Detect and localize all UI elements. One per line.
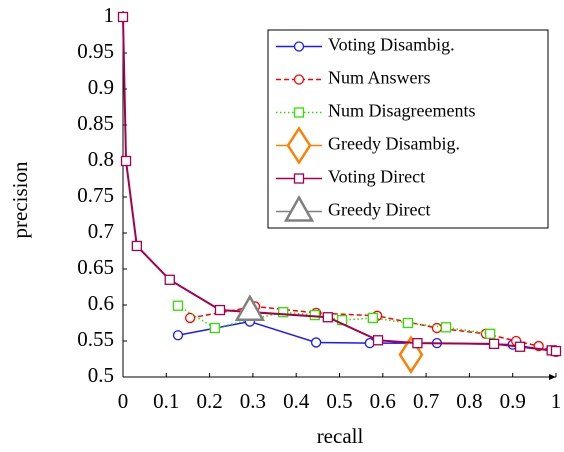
marker [309, 309, 320, 321]
y-tick-label: 0.95 [77, 39, 114, 63]
marker [431, 322, 443, 334]
marker [120, 155, 132, 167]
y-tick-label: 0.9 [88, 75, 114, 99]
marker [172, 330, 184, 341]
y-tick-label: 0.8 [88, 147, 114, 171]
marker [412, 338, 423, 349]
marker [488, 338, 500, 350]
legend-label: Voting Direct [328, 167, 425, 187]
x-axis-label: recall [317, 424, 364, 448]
marker [164, 274, 175, 285]
marker [514, 341, 526, 352]
series [172, 300, 496, 339]
series [234, 294, 266, 322]
y-tick-label: 0.5 [88, 363, 114, 387]
legend-entry: Num Answers [276, 68, 431, 88]
marker [402, 317, 414, 329]
legend-label: Greedy Direct [328, 200, 430, 220]
marker [485, 328, 496, 339]
marker [367, 312, 378, 324]
y-tick-label: 0.55 [77, 327, 114, 351]
marker [310, 337, 322, 348]
marker [550, 345, 562, 357]
x-tick-label: 0.8 [456, 389, 482, 413]
x-tick-label: 0.1 [153, 389, 179, 413]
legend-label: Num Answers [328, 68, 431, 88]
y-tick-label: 0.65 [77, 255, 114, 279]
legend-box [267, 29, 549, 229]
marker [278, 307, 289, 318]
marker [117, 11, 129, 23]
marker [322, 312, 333, 323]
x-tick-label: 0.3 [240, 389, 266, 413]
x-tick-label: 0.6 [370, 389, 396, 413]
series [172, 316, 562, 357]
marker [234, 294, 266, 322]
series-line [122, 16, 557, 353]
y-tick-label: 1 [104, 3, 115, 27]
marker [131, 240, 143, 252]
x-tick-label: 0.9 [500, 389, 526, 413]
marker [293, 41, 305, 52]
marker [293, 74, 305, 85]
legend-label: Greedy Disambig. [328, 134, 460, 154]
legend-entry: Voting Direct [276, 167, 425, 187]
y-tick-label: 0.7 [88, 219, 114, 243]
x-tick-label: 0.5 [326, 389, 352, 413]
legend-entry: Voting Disambig. [276, 35, 455, 55]
marker [184, 312, 196, 324]
y-axis-label: precision [8, 161, 32, 238]
x-tick-label: 0.7 [413, 389, 439, 413]
y-tick-label: 0.85 [77, 111, 114, 135]
x-tick-label: 0.2 [196, 389, 222, 413]
marker [440, 322, 452, 333]
x-axis-arrow [549, 374, 556, 380]
legend-label: Num Disagreements [328, 101, 475, 121]
marker [293, 107, 305, 118]
series [117, 11, 562, 357]
legend-entry: Greedy Disambig. [276, 126, 460, 165]
marker [209, 322, 220, 334]
marker [372, 335, 384, 346]
legend-entry: Greedy Direct [276, 194, 430, 222]
marker [214, 304, 226, 316]
legend-label: Voting Disambig. [328, 35, 455, 55]
x-tick-label: 1 [551, 389, 562, 413]
y-tick-label: 0.75 [77, 183, 114, 207]
legend-entry: Num Disagreements [276, 101, 475, 121]
y-tick-label: 0.6 [88, 291, 114, 315]
marker [283, 194, 315, 222]
marker [293, 173, 305, 184]
x-tick-label: 0.4 [283, 389, 310, 413]
marker [172, 300, 184, 311]
x-tick-label: 0 [118, 389, 129, 413]
marker [286, 126, 312, 165]
